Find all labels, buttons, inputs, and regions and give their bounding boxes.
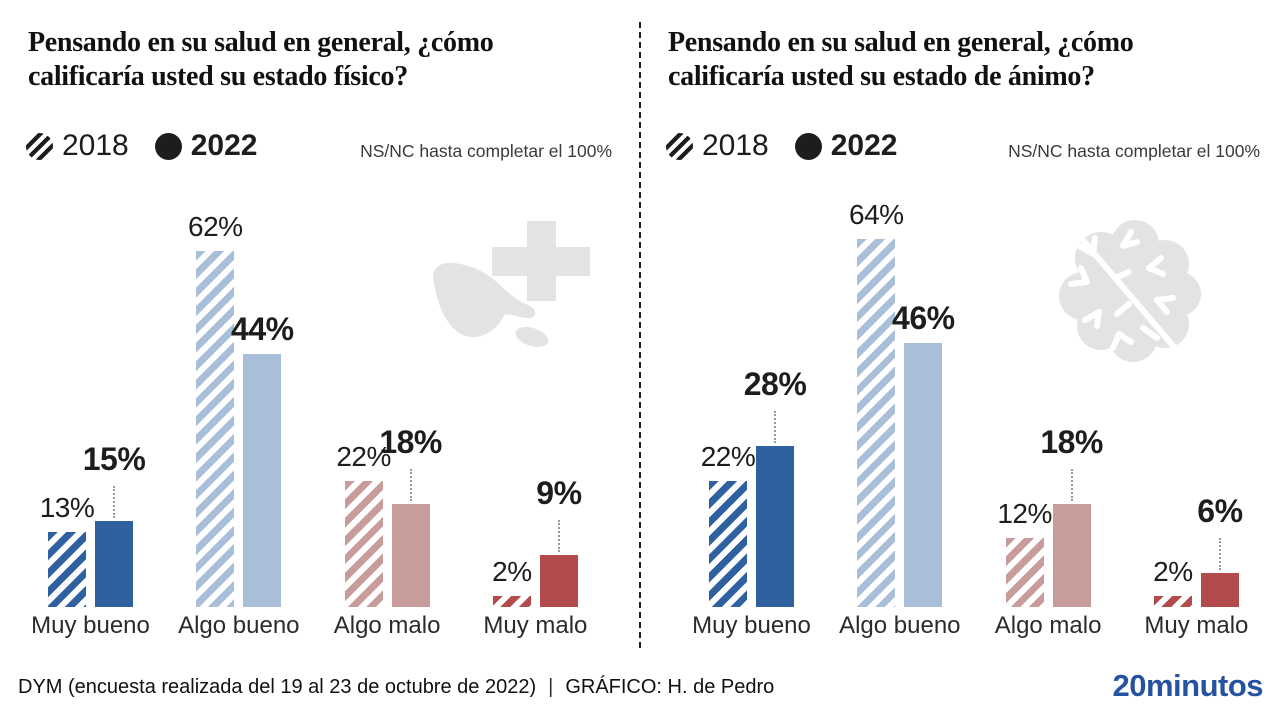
separator: | [548, 676, 554, 698]
leader-line-muy-bueno [113, 485, 115, 518]
chart-title-estado-animo: Pensando en su salud en general, ¿cómo c… [668, 27, 1134, 93]
value-label-2018-muy-malo: 2% [492, 555, 532, 587]
source-text: DYM (encuesta realizada del 19 al 23 de … [18, 676, 537, 698]
value-label-2018-algo-bueno: 64% [849, 199, 904, 230]
bar-2018-muy-malo [492, 595, 531, 607]
value-label-2022-algo-bueno: 44% [231, 311, 294, 347]
value-label-2022-algo-bueno: 46% [892, 299, 955, 336]
category-label-muy-bueno: Muy bueno [31, 612, 150, 639]
category-label-muy-malo: Muy malo [1144, 612, 1249, 639]
20minutos-logo: 20minutos [1112, 668, 1263, 703]
leader-line-algo-malo [409, 468, 412, 501]
leader-line-muy-malo [1218, 537, 1221, 570]
bar-2018-algo-malo [344, 480, 383, 607]
source-line: DYM (encuesta realizada del 19 al 23 de … [18, 676, 774, 699]
hand-cross-icon [433, 221, 590, 348]
legend-right: 2018 2022 [666, 131, 898, 161]
leader-line-algo-malo [1070, 468, 1073, 501]
bar-2022-muy-bueno [95, 520, 133, 607]
bar-2018-algo-malo [1005, 538, 1044, 607]
bar-2018-algo-bueno [196, 250, 235, 607]
category-label-muy-malo: Muy malo [483, 612, 588, 639]
value-label-2018-muy-malo: 2% [1153, 555, 1193, 587]
bar-2018-muy-malo [1153, 595, 1192, 607]
value-label-2018-muy-bueno: 22% [700, 440, 756, 472]
category-label-algo-malo: Algo malo [994, 612, 1102, 639]
category-label-algo-bueno: Algo bueno [839, 612, 961, 639]
bar-2022-algo-bueno [243, 354, 282, 607]
bar-2022-muy-malo [539, 555, 578, 607]
bar-2018-muy-bueno [48, 532, 86, 607]
value-label-2022-muy-bueno: 28% [743, 366, 807, 402]
value-label-2022-muy-bueno: 15% [82, 440, 146, 477]
value-label-2018-algo-malo: 22% [336, 440, 391, 472]
category-label-muy-bueno: Muy bueno [692, 612, 811, 639]
legend-label-2022: 2022 [190, 129, 258, 162]
legend-label-2018: 2018 [702, 129, 769, 162]
solid-circle-icon [794, 132, 822, 160]
bar-2018-algo-bueno [857, 239, 896, 607]
hatched-circle-icon [666, 132, 693, 160]
category-label-algo-bueno: Algo bueno [178, 612, 300, 639]
bar-2022-algo-malo [391, 503, 430, 607]
hatched-circle-icon [26, 132, 53, 160]
value-label-2018-algo-malo: 12% [997, 498, 1052, 529]
value-label-2018-algo-bueno: 62% [188, 210, 243, 242]
nsnc-note-right: NS/NC hasta completar el 100% [1008, 141, 1260, 161]
legend-label-2018: 2018 [62, 129, 129, 162]
credit-text: GRÁFICO: H. de Pedro [565, 676, 775, 698]
value-label-2022-muy-malo: 9% [536, 475, 582, 512]
leader-line-muy-bueno [774, 411, 776, 443]
value-label-2018-muy-bueno: 13% [39, 492, 95, 524]
bar-2022-muy-bueno [756, 446, 794, 607]
value-label-2022-muy-malo: 6% [1197, 492, 1243, 529]
value-label-2022-algo-malo: 18% [1040, 423, 1103, 460]
bar-2022-algo-bueno [904, 342, 943, 607]
bar-2022-muy-malo [1200, 572, 1239, 607]
legend-left: 2018 2022 [26, 131, 258, 161]
brain-icon [1059, 220, 1201, 362]
chart-title-estado-fisico: Pensando en su salud en general, ¿cómo c… [28, 27, 494, 93]
nsnc-note-left: NS/NC hasta completar el 100% [360, 141, 612, 161]
leader-line-muy-malo [557, 520, 560, 553]
legend-label-2022: 2022 [830, 129, 898, 162]
bar-2018-muy-bueno [709, 480, 747, 607]
category-label-algo-malo: Algo malo [333, 612, 441, 639]
bar-2022-algo-malo [1052, 503, 1091, 607]
value-label-2022-algo-malo: 18% [379, 423, 442, 460]
solid-circle-icon [154, 132, 182, 160]
panel-divider [639, 22, 641, 648]
